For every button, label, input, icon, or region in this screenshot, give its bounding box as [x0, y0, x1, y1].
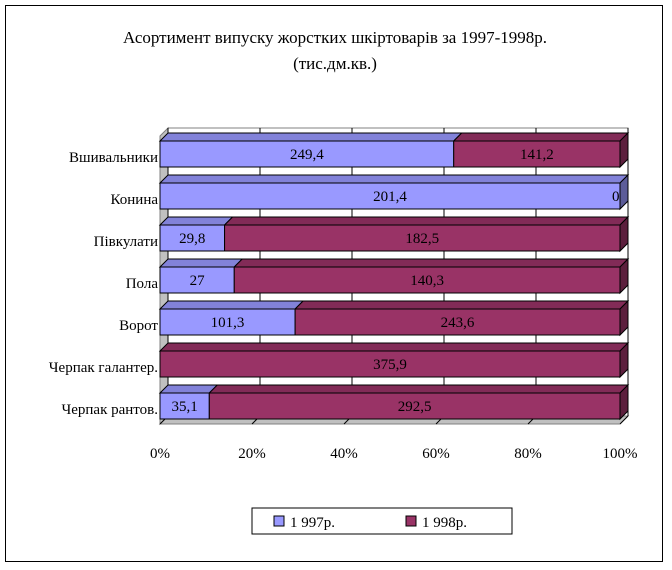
bar-top	[233, 258, 630, 268]
legend-box	[251, 507, 513, 535]
bar	[159, 308, 296, 336]
bar	[453, 140, 621, 168]
bar-side	[619, 383, 629, 421]
category-label: Пола	[126, 276, 159, 292]
category-label: Вшивальники	[69, 150, 158, 166]
bar-top	[223, 216, 630, 226]
data-label: 243,6	[441, 315, 475, 331]
data-label: 292,5	[398, 399, 432, 415]
bar-side	[619, 131, 629, 169]
bar	[159, 392, 210, 420]
category-label: Черпак рантов.	[61, 402, 158, 418]
data-label: 35,1	[172, 399, 198, 415]
category-label: Конина	[111, 192, 159, 208]
gridline-floor	[619, 415, 629, 425]
chart-subtitle: (тис.дм.кв.)	[293, 54, 377, 73]
bar-top	[158, 342, 630, 352]
legend-swatch	[405, 515, 417, 527]
x-tick-label: 40%	[330, 446, 358, 462]
chart-title: Асортимент випуску жорстких шкіртоварів …	[123, 28, 547, 47]
bar-top	[452, 132, 630, 142]
x-tick-label: 0%	[150, 446, 170, 462]
bar-side	[619, 173, 629, 211]
bar	[159, 140, 455, 168]
bar	[159, 266, 235, 294]
bar-top	[158, 300, 305, 310]
data-label: 249,4	[290, 147, 324, 163]
data-label: 27	[190, 273, 206, 289]
bar-top	[158, 216, 234, 226]
x-tick-label: 60%	[422, 446, 450, 462]
bar-top	[158, 174, 630, 184]
bar-top	[208, 384, 630, 394]
data-label: 375,9	[373, 357, 407, 373]
x-tick-label: 20%	[238, 446, 266, 462]
legend-label: 1 998р.	[422, 515, 467, 531]
bar-side	[619, 215, 629, 253]
data-label: 140,3	[410, 273, 444, 289]
bar-top	[158, 132, 463, 142]
x-tick-label: 80%	[514, 446, 542, 462]
legend-swatch	[273, 515, 285, 527]
legend: 1 997р. 1 998р.	[251, 507, 513, 535]
bar-top	[158, 384, 219, 394]
data-label: 201,4	[373, 189, 407, 205]
bar-side	[619, 299, 629, 337]
category-label: Ворот	[119, 318, 158, 334]
chart-svg: Асортимент випуску жорстких шкіртоварів …	[49, 28, 638, 535]
x-tick-label: 100%	[603, 446, 638, 462]
chart-frame: Асортимент випуску жорстких шкіртоварів …	[5, 5, 663, 562]
legend-label: 1 997р.	[290, 515, 335, 531]
bar	[159, 224, 226, 252]
bar	[159, 350, 621, 378]
bar-top	[293, 300, 630, 310]
category-label: Півкулати	[94, 234, 158, 250]
category-label: Черпак галантер.	[49, 360, 158, 376]
bar-top	[158, 258, 244, 268]
bar-side	[619, 257, 629, 295]
data-label: 141,2	[520, 147, 554, 163]
bar	[224, 224, 621, 252]
bar-side	[619, 341, 629, 379]
data-label: 101,3	[211, 315, 245, 331]
data-label: 29,8	[179, 231, 205, 247]
plot-area: 0% 20% 40% 60% 80% 100% 249,4 141,2 Вшивальники 2…	[49, 126, 638, 462]
data-label: 0	[612, 189, 620, 205]
data-label: 182,5	[405, 231, 439, 247]
